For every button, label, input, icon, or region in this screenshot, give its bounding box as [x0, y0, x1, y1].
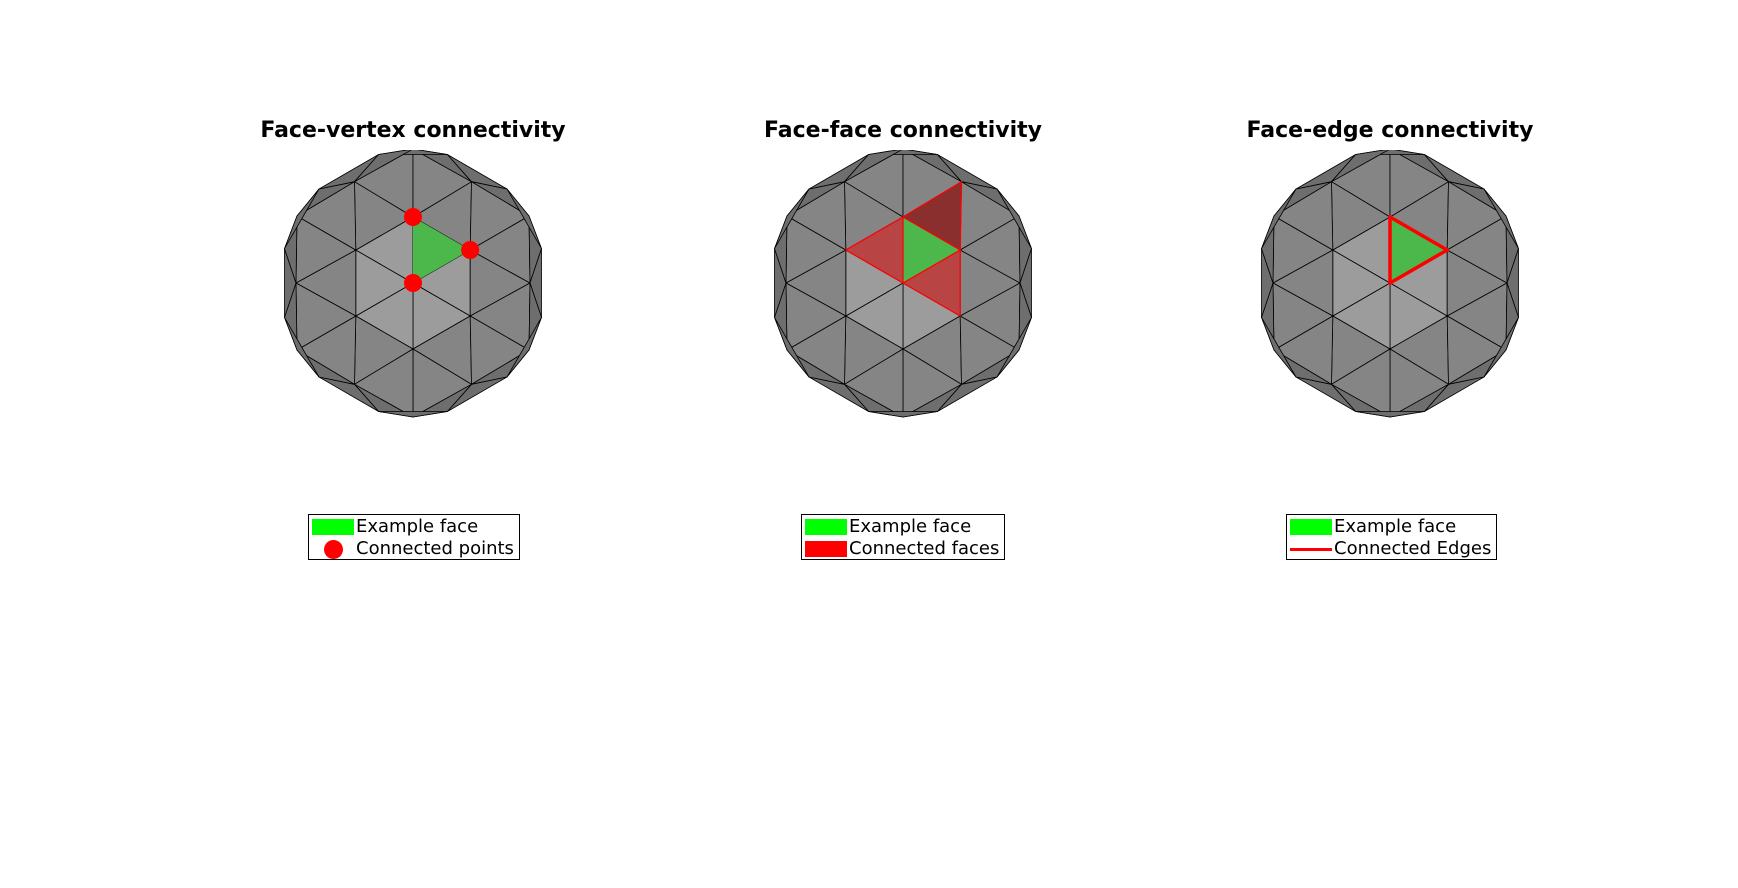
legend-face-vertex: Example face Connected points [308, 514, 520, 560]
legend-label: Connected Edges [1334, 538, 1492, 559]
mesh-face [1331, 150, 1390, 183]
mesh-face [996, 316, 1032, 378]
mesh-face [378, 411, 448, 418]
mesh-face [844, 150, 903, 183]
legend-patch-green [312, 519, 354, 535]
mesh-face [774, 188, 810, 249]
legend-label: Example face [1334, 516, 1457, 537]
legend-entry-connected-edges: Connected Edges [1287, 538, 1496, 560]
mesh-face [1261, 316, 1297, 378]
legend-entry-example-face: Example face [1287, 516, 1496, 538]
legend-entry-connected-points: Connected points [309, 538, 519, 560]
connected-point-marker [461, 241, 480, 259]
mesh-face [868, 411, 938, 418]
mesh-face [1261, 188, 1297, 249]
connected-point-marker [404, 274, 422, 292]
connected-point-marker [404, 208, 422, 226]
mesh-face [506, 316, 542, 378]
mesh-face [284, 188, 320, 249]
panel-title-face-edge: Face-edge connectivity [1246, 118, 1534, 143]
mesh-face [506, 188, 542, 249]
example-face [413, 217, 471, 283]
icosphere-face-vertex [284, 150, 542, 418]
connected-edge [1388, 248, 1449, 285]
legend-entry-connected-faces: Connected faces [802, 538, 1004, 560]
legend-label: Example face [356, 516, 479, 537]
mesh-face [996, 188, 1032, 249]
legend-label: Example face [849, 516, 972, 537]
mesh-face [284, 316, 320, 378]
mesh-face [1355, 411, 1425, 418]
icosphere-face-face [774, 150, 1032, 418]
legend-face-face: Example face Connected faces [801, 514, 1005, 560]
legend-patch-green [1290, 519, 1332, 535]
legend-patch-green [805, 519, 847, 535]
legend-label: Connected points [356, 538, 514, 559]
example-face [902, 215, 962, 285]
legend-face-edge: Example face Connected Edges [1286, 514, 1497, 560]
legend-label: Connected faces [849, 538, 1000, 559]
mesh-face [1483, 188, 1519, 249]
legend-line-red [1290, 548, 1332, 551]
panel-title-face-vertex: Face-vertex connectivity [260, 118, 566, 143]
mesh-face [1483, 316, 1519, 378]
icosphere-face-edge [1261, 150, 1519, 418]
connected-edge [1388, 215, 1449, 252]
panel-title-face-face: Face-face connectivity [764, 118, 1042, 143]
legend-entry-example-face: Example face [802, 516, 1004, 538]
legend-dot-red [324, 540, 343, 559]
mesh-face [354, 150, 413, 183]
mesh-face [774, 316, 810, 378]
legend-entry-example-face: Example face [309, 516, 519, 538]
legend-patch-red [805, 541, 847, 557]
example-face [1390, 217, 1448, 283]
